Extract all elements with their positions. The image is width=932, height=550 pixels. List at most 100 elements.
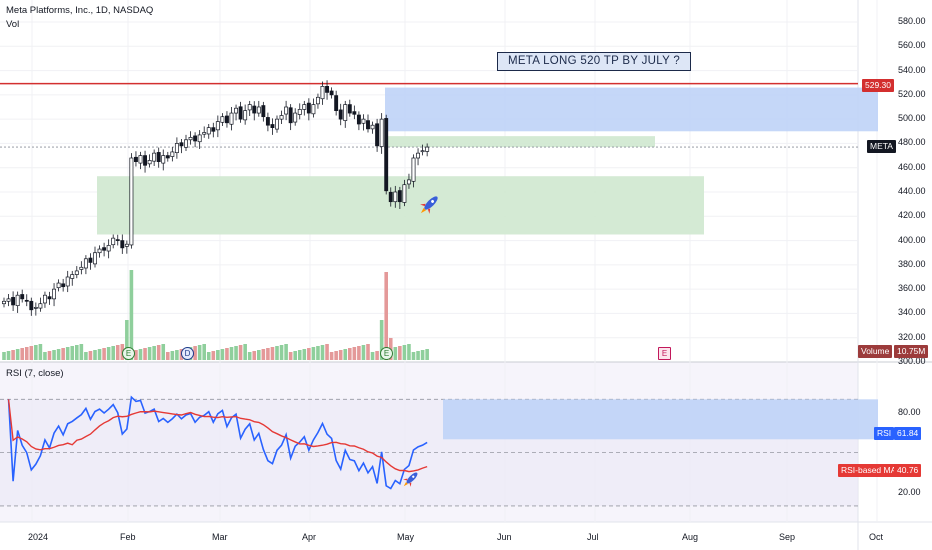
time-tick-label: Aug xyxy=(682,532,699,542)
earnings-event-icon[interactable]: E xyxy=(122,347,135,360)
upcoming-earnings-event-icon[interactable]: E xyxy=(658,347,671,360)
candle-body xyxy=(79,266,84,270)
volume-bar xyxy=(38,344,43,360)
volume-bar xyxy=(34,345,38,360)
time-tick-label: Oct xyxy=(869,532,884,542)
price-tick-label: 320.00 xyxy=(898,331,926,342)
volume-bar xyxy=(102,348,106,360)
volume-bar xyxy=(166,352,170,360)
candle-body xyxy=(306,102,311,114)
candle-body xyxy=(56,282,61,289)
volume-bar xyxy=(175,350,179,360)
volume-bar xyxy=(115,345,120,360)
candle-body xyxy=(184,139,188,148)
volume-bar xyxy=(156,345,161,360)
volume-bar xyxy=(97,349,102,360)
time-tick-label: Sep xyxy=(779,532,796,542)
candle-body xyxy=(397,190,402,203)
candle-body xyxy=(161,155,166,164)
candle-body xyxy=(147,160,152,165)
candle-body xyxy=(15,294,20,307)
candle-body xyxy=(97,248,102,254)
price-tick-label: 520.00 xyxy=(898,88,926,99)
volume-bar xyxy=(29,346,34,360)
volume-bar xyxy=(202,344,206,360)
candle-body xyxy=(152,152,157,162)
volume-bar xyxy=(334,351,338,360)
volume-indicator-label: Vol xyxy=(6,19,20,30)
candle-body xyxy=(188,137,193,141)
candle-body xyxy=(270,124,275,128)
candle-body xyxy=(316,96,320,105)
volume-bar xyxy=(420,350,425,360)
volume-bar xyxy=(411,352,416,360)
volume-bar xyxy=(329,352,334,360)
time-tick-label: May xyxy=(397,532,415,542)
symbol-price-badge: META xyxy=(867,140,896,153)
candle-body xyxy=(2,300,6,305)
volume-bar xyxy=(316,346,320,360)
candle-body xyxy=(29,300,34,311)
candle-body xyxy=(425,146,430,152)
symbol-title: Meta Platforms, Inc., 1D, NASDAQ xyxy=(6,5,154,16)
support-zone xyxy=(97,176,704,235)
candle-body xyxy=(225,115,229,124)
candle-body xyxy=(129,157,134,246)
rsi-label-badge: RSI xyxy=(874,427,895,440)
volume-bar xyxy=(52,350,56,360)
volume-bar xyxy=(106,347,111,360)
price-tick-label: 580.00 xyxy=(898,16,926,26)
volume-bar xyxy=(152,346,156,360)
volume-bar xyxy=(416,351,420,360)
volume-bar xyxy=(357,346,361,360)
volume-bar xyxy=(307,348,311,360)
candle-body xyxy=(361,118,366,124)
volume-bar xyxy=(47,351,52,360)
candle-body xyxy=(52,288,57,300)
rsi-value-badge: 61.84 xyxy=(894,427,922,440)
volume-bar xyxy=(361,345,366,360)
volume-value-badge: 10.75M xyxy=(894,345,929,358)
volume-bar xyxy=(229,347,234,360)
trade-idea-annotation[interactable]: META LONG 520 TP BY JULY ? xyxy=(497,52,691,71)
candle-body xyxy=(102,247,107,251)
volume-bar xyxy=(238,345,243,360)
candle-body xyxy=(211,127,216,132)
candle-body xyxy=(202,132,207,135)
rsi-tick-label: 20.00 xyxy=(898,486,921,497)
volume-bar xyxy=(211,351,216,360)
volume-label-badge: Volume xyxy=(858,345,893,358)
volume-bar xyxy=(398,346,402,360)
candle-body xyxy=(74,270,79,275)
candle-body xyxy=(70,274,75,279)
price-tick-label: 480.00 xyxy=(898,137,926,148)
volume-bar xyxy=(70,346,75,360)
volume-bar xyxy=(425,349,429,360)
candle-body xyxy=(11,297,16,306)
dividend-event-icon[interactable]: D xyxy=(181,347,194,360)
volume-bar xyxy=(325,344,329,360)
candle-body xyxy=(279,115,284,120)
price-tick-label: 440.00 xyxy=(898,186,926,196)
candle-body xyxy=(370,124,375,130)
candle-body xyxy=(229,112,234,125)
earnings-event-icon[interactable]: E xyxy=(380,347,393,360)
volume-bar xyxy=(266,348,270,360)
volume-bar xyxy=(11,350,15,360)
candle-body xyxy=(6,298,11,302)
volume-bar xyxy=(138,349,143,360)
candle-body xyxy=(256,106,261,114)
volume-bar xyxy=(193,346,197,360)
candle-body xyxy=(138,155,143,164)
candle-body xyxy=(106,245,111,252)
candle-body xyxy=(179,142,184,147)
candle-body xyxy=(124,243,129,247)
candle-body xyxy=(420,150,425,153)
rsi-tick-label: 80.00 xyxy=(898,406,921,417)
candle-body xyxy=(288,107,293,124)
volume-bar xyxy=(93,350,97,360)
volume-bar xyxy=(270,347,275,360)
candle-body xyxy=(343,104,348,121)
candle-body xyxy=(24,299,29,302)
